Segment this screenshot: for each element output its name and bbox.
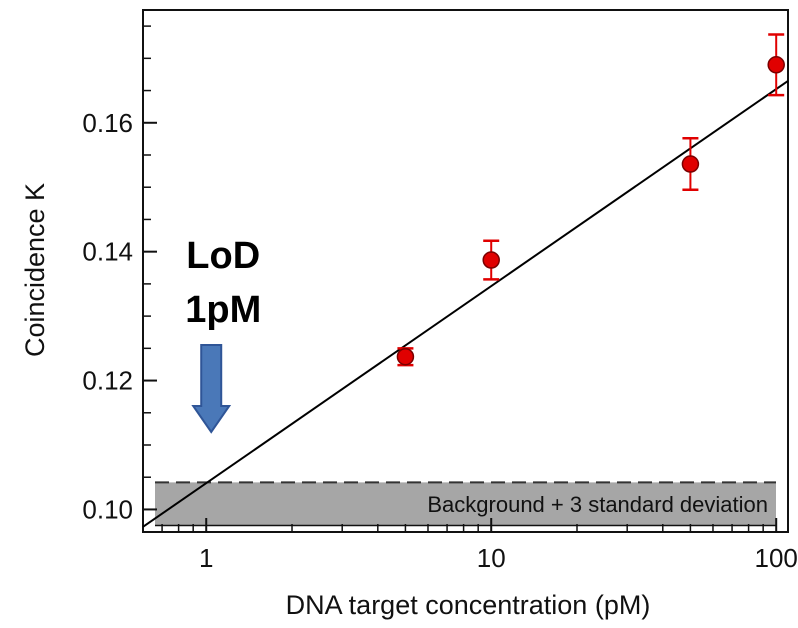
- y-tick-label: 0.10: [82, 494, 133, 524]
- y-tick-label: 0.12: [82, 366, 133, 396]
- data-point: [396, 347, 415, 366]
- lod-value-label: 1pM: [185, 289, 261, 331]
- y-tick-label: 0.14: [82, 237, 133, 267]
- data-point: [681, 155, 700, 173]
- x-tick-label: 10: [477, 543, 506, 573]
- lod-label: LoD: [186, 235, 260, 277]
- band-label: Background + 3 standard deviation: [427, 492, 768, 517]
- data-point: [767, 56, 785, 74]
- y-tick-label: 0.16: [82, 108, 133, 138]
- fit-line: [142, 80, 789, 528]
- background-band: [155, 482, 776, 526]
- x-tick-label: 100: [755, 543, 798, 573]
- data-point: [482, 251, 500, 269]
- x-axis-label: DNA target concentration (pM): [286, 590, 651, 620]
- plot-frame: [142, 9, 789, 533]
- lod-arrow-icon: [191, 344, 232, 434]
- x-tick-label: 1: [199, 543, 213, 573]
- y-axis-label: Coincidence K: [20, 183, 50, 357]
